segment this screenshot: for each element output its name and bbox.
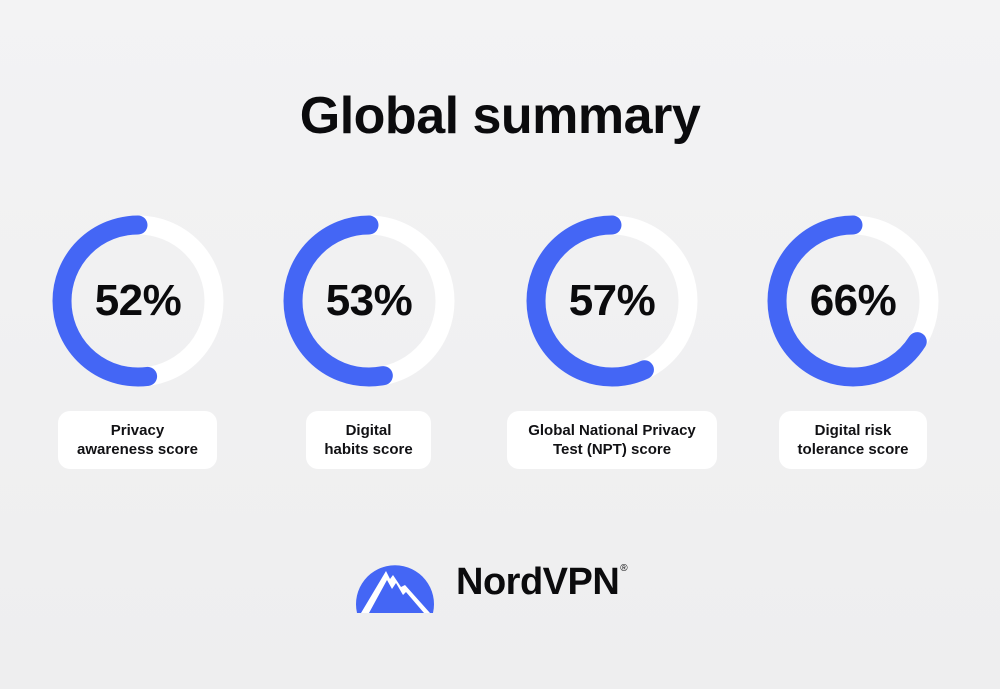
gauge-arc: [526, 215, 698, 387]
gauge-value: 53%: [325, 276, 413, 325]
nordvpn-brand: NordVPN®: [354, 545, 628, 615]
gauge-digital-risk: 66%: [767, 215, 939, 387]
nordvpn-mountain-logo-icon: [355, 565, 434, 613]
gauge-value: 52%: [94, 276, 182, 325]
gauge-ring: [52, 215, 224, 387]
gauge-value: 57%: [568, 276, 656, 325]
gauge-arc: [52, 215, 224, 387]
brand-name-text: NordVPN: [456, 560, 620, 603]
gauge-ring: [283, 215, 455, 387]
gauge-label: Digital risk tolerance score: [779, 411, 927, 469]
page-title: Global summary: [299, 87, 701, 145]
registered-trademark: ®: [620, 562, 628, 574]
gauge-privacy-awareness: 52%: [52, 215, 224, 387]
gauge-label: Privacy awareness score: [58, 411, 217, 469]
gauge-label: Digital habits score: [306, 411, 431, 469]
gauge-arc: [767, 215, 939, 387]
gauge-ring: [767, 215, 939, 387]
gauge-arc: [283, 215, 455, 387]
gauge-ring: [526, 215, 698, 387]
brand-name: NordVPN®: [456, 560, 628, 604]
gauge-digital-habits: 53%: [283, 215, 455, 387]
gauge-label: Global National Privacy Test (NPT) score: [507, 411, 717, 469]
gauge-npt: 57%: [526, 215, 698, 387]
gauge-value: 66%: [809, 276, 897, 325]
